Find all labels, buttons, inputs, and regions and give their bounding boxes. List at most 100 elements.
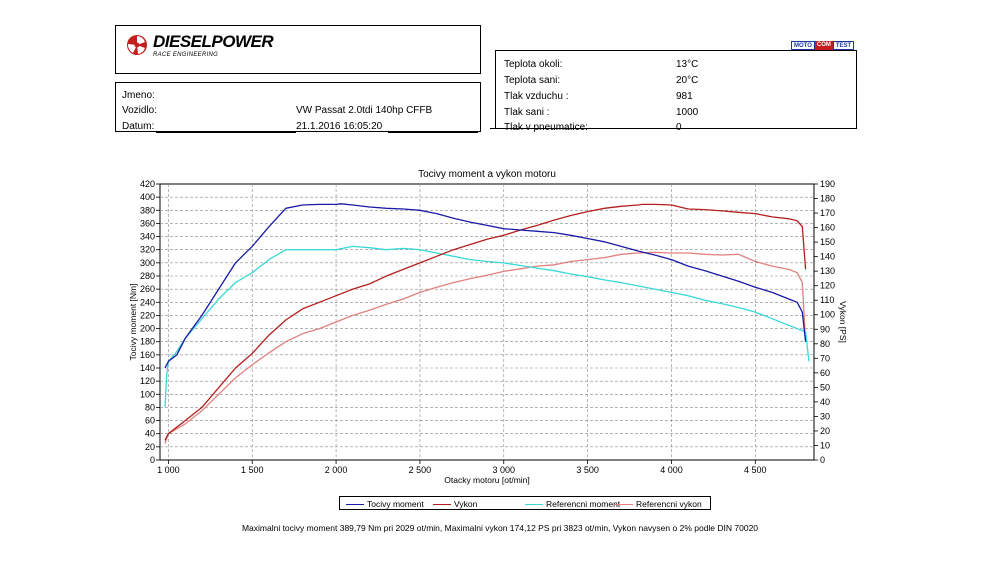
y-right-tick-label: 70 <box>820 353 830 363</box>
y-right-tick-label: 120 <box>820 281 835 291</box>
legend-label-torque: Tocivy moment <box>367 499 424 509</box>
pneu-trailing-line <box>682 128 857 129</box>
legend-label-ref-torque: Referencni moment <box>546 499 621 509</box>
legend-swatch-ref-power <box>615 504 633 506</box>
y-left-tick-label: 160 <box>140 350 155 360</box>
y-right-tick-label: 100 <box>820 310 835 320</box>
y-left-tick-label: 0 <box>150 455 155 465</box>
cond-value-4: 0 <box>676 122 682 133</box>
y-right-tick-label: 0 <box>820 455 825 465</box>
chart-title: Tocivy moment a vykon motoru <box>418 169 556 180</box>
pneu-leader-left <box>490 128 502 129</box>
y-right-tick-label: 80 <box>820 339 830 349</box>
series-line-vykon <box>164 203 807 441</box>
y-left-tick-label: 180 <box>140 337 155 347</box>
y-left-tick-label: 60 <box>145 416 155 426</box>
series-line-tocivy-moment <box>164 203 807 369</box>
x-tick-label: 4 500 <box>744 465 767 475</box>
y-right-tick-label: 190 <box>820 179 835 189</box>
datum-value: 21.1.2016 16:05:20 <box>296 121 383 132</box>
y-right-tick-label: 150 <box>820 237 835 247</box>
y-left-tick-label: 380 <box>140 205 155 215</box>
y-right-tick-label: 160 <box>820 223 835 233</box>
y-right-tick-label: 130 <box>820 266 835 276</box>
legend-swatch-torque <box>346 504 364 506</box>
x-tick-label: 3 500 <box>576 465 599 475</box>
y-right-tick-label: 50 <box>820 382 830 392</box>
logo-panel: DIESELPOWER RACE ENGINEERING <box>115 25 481 74</box>
badge-part-3: TEST <box>832 41 855 50</box>
y-left-tick-label: 20 <box>145 442 155 452</box>
y-right-tick-label: 60 <box>820 368 830 378</box>
conditions-panel: Teplota okoli: 13°C Teplota sani: 20°C T… <box>490 50 857 133</box>
y-left-tick-label: 140 <box>140 363 155 373</box>
legend-swatch-ref-torque <box>525 504 543 506</box>
legend-item-ref-torque: Referencni moment <box>525 498 620 510</box>
cond-label-1: Teplota sani: <box>504 75 561 86</box>
vehicle-info-panel: Jmeno: Vozidlo: VW Passat 2.0tdi 140hp C… <box>115 82 481 133</box>
cond-value-3: 1000 <box>676 107 699 118</box>
y-right-tick-label: 110 <box>820 295 834 305</box>
legend-label-ref-power: Referencni vykon <box>636 499 702 509</box>
badge-part-1: MOTO <box>791 41 815 50</box>
vozidlo-value: VW Passat 2.0tdi 140hp CFFB <box>296 105 433 116</box>
y-left-tick-label: 100 <box>140 389 155 399</box>
y-right-tick-label: 30 <box>820 411 830 421</box>
motocomtest-badge: MOTO COM TEST <box>791 41 855 50</box>
datum-leader-line <box>156 132 296 133</box>
y-left-tick-label: 200 <box>140 324 155 334</box>
y-left-tick-label: 260 <box>140 284 155 294</box>
brand-subtitle: RACE ENGINEERING <box>153 52 219 58</box>
y-right-tick-label: 10 <box>820 440 830 450</box>
cond-value-1: 20°C <box>676 75 699 86</box>
y-left-tick-label: 320 <box>140 245 155 255</box>
x-tick-label: 4 000 <box>660 465 683 475</box>
y-left-tick-label: 40 <box>145 429 155 439</box>
y-right-tick-label: 140 <box>820 252 835 262</box>
x-tick-label: 2 500 <box>409 465 432 475</box>
y-left-tick-label: 340 <box>140 232 155 242</box>
legend-label-power: Vykon <box>454 499 478 509</box>
cond-label-3: Tlak sani : <box>504 107 550 118</box>
y-right-tick-label: 40 <box>820 397 830 407</box>
datum-trailing-line <box>388 132 478 133</box>
y-right-axis-label: Vykon [PS] <box>838 301 848 343</box>
x-axis-label: Otacky motoru [ot/min] <box>444 475 530 485</box>
badge-part-2: COM <box>814 41 833 50</box>
x-tick-label: 2 000 <box>325 465 348 475</box>
x-tick-label: 3 000 <box>493 465 516 475</box>
y-left-tick-label: 420 <box>140 179 155 189</box>
brand-name: DIESELPOWER <box>153 32 274 51</box>
y-left-tick-label: 280 <box>140 271 155 281</box>
legend-swatch-power <box>433 504 451 506</box>
y-left-axis-label: Tocivy moment [Nm] <box>128 284 138 361</box>
turbo-logo-icon <box>127 35 147 55</box>
y-left-tick-label: 400 <box>140 192 155 202</box>
chart-legend: Tocivy moment Vykon Referencni moment Re… <box>339 496 711 510</box>
y-left-tick-label: 80 <box>145 402 155 412</box>
cond-label-4: Tlak v pneumatice: <box>504 122 588 133</box>
jmeno-label: Jmeno: <box>122 90 155 101</box>
x-tick-label: 1 000 <box>157 465 180 475</box>
series-line-referencni-moment <box>164 245 810 408</box>
y-right-tick-label: 90 <box>820 324 830 334</box>
vozidlo-label: Vozidlo: <box>122 105 158 116</box>
y-left-tick-label: 120 <box>140 376 155 386</box>
y-left-tick-label: 360 <box>140 218 155 228</box>
cond-value-0: 13°C <box>676 59 699 70</box>
summary-footer: Maximalni tocivy moment 389,79 Nm pri 20… <box>241 523 759 533</box>
x-tick-label: 1 500 <box>241 465 264 475</box>
y-right-tick-label: 170 <box>820 208 835 218</box>
y-right-tick-label: 20 <box>820 426 830 436</box>
legend-item-ref-power: Referencni vykon <box>615 498 702 510</box>
plot-area <box>159 183 815 461</box>
datum-label: Datum: <box>122 121 155 132</box>
y-right-tick-label: 180 <box>820 194 835 204</box>
cond-label-2: Tlak vzduchu : <box>504 91 569 102</box>
y-left-tick-label: 240 <box>140 297 155 307</box>
cond-label-0: Teplota okoli: <box>504 59 563 70</box>
y-left-tick-label: 220 <box>140 310 155 320</box>
series-line-referencni-vykon <box>164 251 807 444</box>
pneu-leader-line <box>586 128 674 129</box>
